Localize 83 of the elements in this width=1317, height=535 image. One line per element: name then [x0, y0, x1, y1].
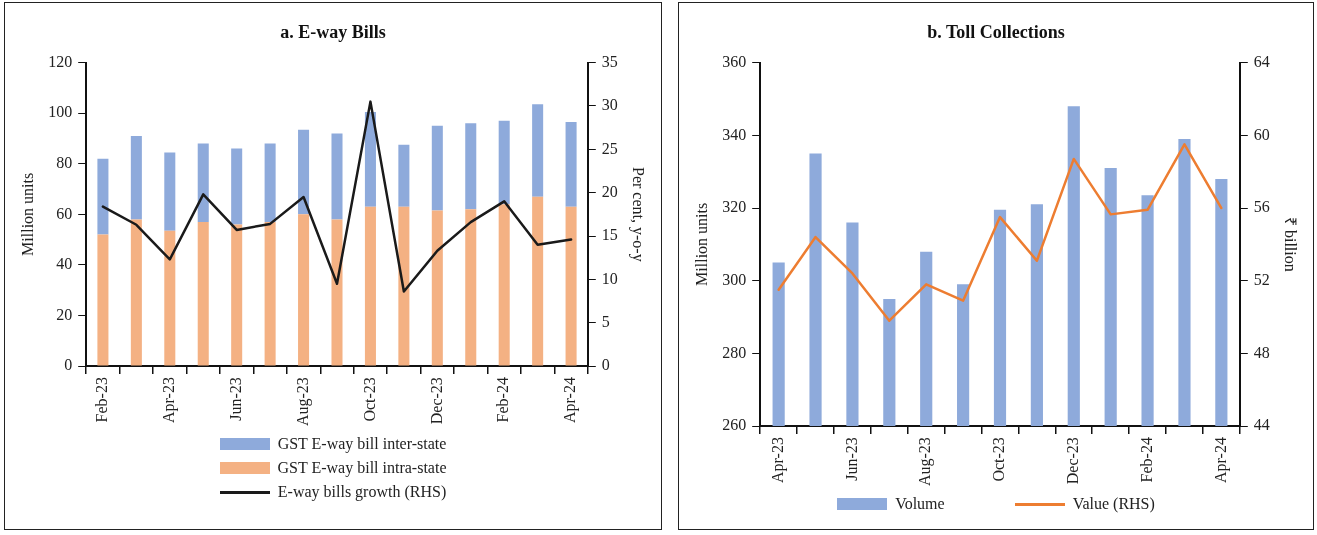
x-tick-label: Jun-23	[226, 377, 244, 421]
y-tick-label: 0	[64, 356, 73, 374]
bar	[130, 135, 142, 220]
bar	[398, 206, 410, 366]
x-tick-label: Dec-23	[1063, 437, 1081, 485]
y2-tick-label: 30	[601, 96, 618, 114]
bar	[298, 214, 310, 366]
bar	[97, 234, 109, 366]
bar	[465, 209, 477, 366]
y-tick-label: 40	[56, 255, 73, 273]
legend-label: E-way bills growth (RHS)	[277, 483, 447, 501]
bar	[532, 104, 544, 197]
bar	[298, 129, 310, 215]
bar	[264, 221, 276, 366]
bar	[465, 123, 477, 210]
y-tick-label: 300	[722, 270, 747, 288]
y2-tick-label: 64	[1253, 52, 1270, 70]
bar	[164, 230, 176, 366]
x-tick-label: Apr-24	[1211, 437, 1230, 484]
bar	[130, 219, 142, 366]
x-tick-label: Apr-23	[160, 377, 178, 424]
bar	[431, 125, 443, 211]
bar	[431, 210, 443, 366]
x-tick-label: Feb-24	[1137, 437, 1155, 483]
bar	[364, 206, 376, 366]
y-tick-label: 60	[56, 204, 73, 222]
y2-axis-title: Per cent, y-o-y	[629, 167, 648, 262]
x-tick-label: Feb-24	[494, 377, 512, 423]
y2-tick-label: 20	[601, 182, 618, 200]
bar	[164, 152, 176, 231]
legend-label: GST E-way bill inter-state	[277, 435, 447, 453]
y2-tick-label: 48	[1253, 343, 1270, 361]
y-tick-label: 20	[56, 305, 73, 323]
chart-title: b. Toll Collections	[927, 22, 1065, 43]
bar	[498, 204, 510, 366]
x-tick-label: Oct-23	[990, 437, 1008, 482]
bar	[231, 148, 243, 225]
y-tick-label: 100	[48, 103, 73, 121]
x-tick-label: Aug-23	[293, 377, 312, 427]
bar	[97, 158, 109, 235]
y2-tick-label: 35	[601, 52, 618, 70]
y-tick-label: 340	[722, 125, 747, 143]
y2-tick-label: 5	[601, 312, 610, 330]
y2-tick-label: 0	[601, 356, 610, 374]
x-tick-label: Aug-23	[916, 437, 935, 487]
bar	[331, 219, 343, 366]
y2-axis-title: ₹ billion	[1282, 216, 1300, 272]
legend-label: GST E-way bill intra-state	[277, 459, 447, 477]
legend-label: Volume	[895, 495, 945, 513]
y-axis-title: Million units	[692, 202, 710, 286]
y2-tick-label: 60	[1253, 125, 1270, 143]
x-tick-label: Oct-23	[360, 377, 378, 422]
x-tick-label: Dec-23	[427, 377, 445, 425]
y-tick-label: 260	[722, 416, 747, 434]
bar	[565, 122, 577, 207]
x-tick-label: Apr-23	[768, 437, 787, 484]
y-tick-label: 120	[48, 52, 73, 70]
y2-tick-label: 52	[1253, 270, 1270, 288]
y2-tick-label: 56	[1253, 198, 1270, 216]
y-tick-label: 280	[722, 343, 747, 361]
y-tick-label: 320	[722, 198, 747, 216]
y-axis-title: Million units	[18, 172, 36, 256]
bar	[532, 196, 544, 366]
y-tick-label: 80	[56, 153, 73, 171]
x-tick-label: Feb-23	[93, 377, 111, 423]
legend-label: Value (RHS)	[1072, 495, 1155, 513]
bar	[197, 143, 209, 222]
x-tick-label: Jun-23	[842, 437, 860, 481]
bar	[565, 206, 577, 366]
bar	[498, 120, 510, 205]
y-tick-label: 360	[722, 52, 747, 70]
x-tick-label: Apr-24	[561, 377, 580, 424]
chart-title: a. E-way Bills	[280, 22, 386, 43]
y2-tick-label: 25	[601, 139, 618, 157]
bar	[398, 144, 410, 207]
bar	[331, 133, 343, 220]
bar	[197, 221, 209, 366]
bar	[264, 143, 276, 222]
bar	[231, 224, 243, 366]
bar	[364, 111, 376, 207]
y2-tick-label: 15	[601, 226, 618, 244]
y2-tick-label: 44	[1253, 416, 1270, 434]
y2-tick-label: 10	[601, 269, 618, 287]
